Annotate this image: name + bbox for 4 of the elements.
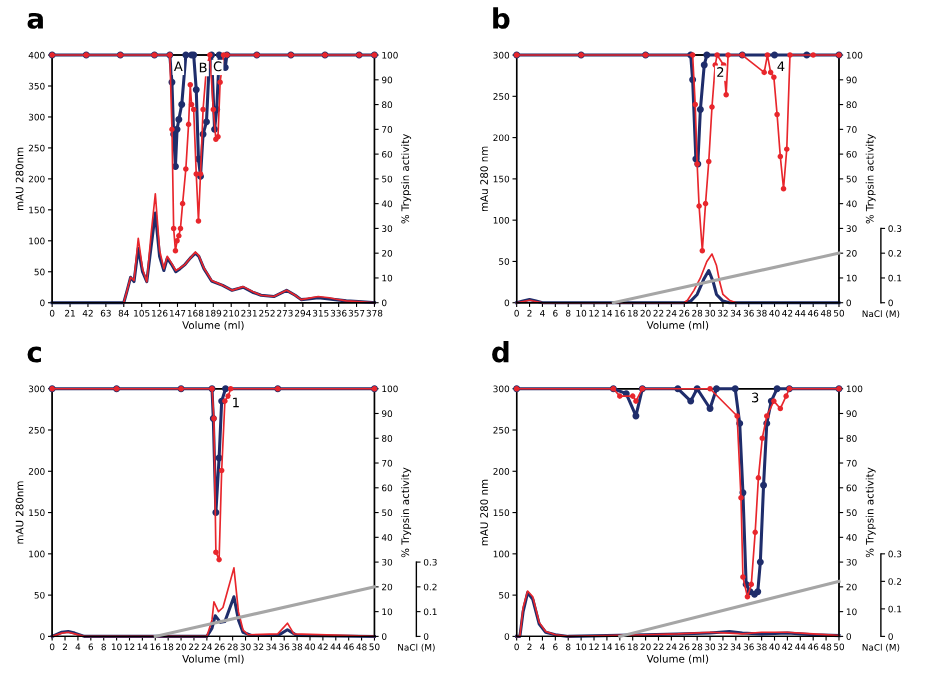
chart-title: a: [27, 12, 43, 29]
chart-title: d: [492, 341, 509, 363]
chart-title: b: [493, 7, 510, 29]
chart-title: c: [27, 346, 41, 363]
